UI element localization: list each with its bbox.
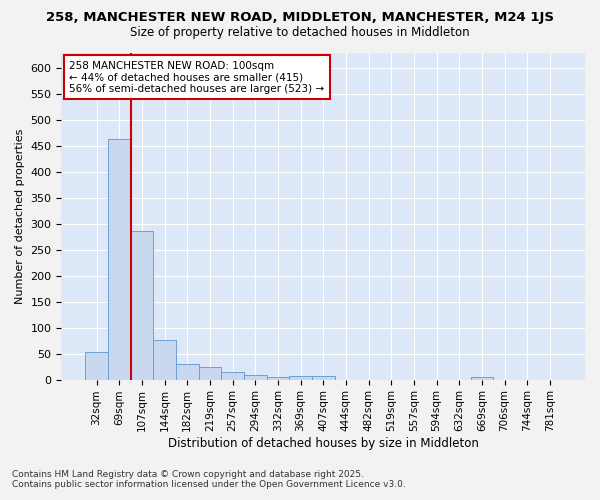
Bar [312, 376, 335, 380]
Text: Contains HM Land Registry data © Crown copyright and database right 2025.
Contai: Contains HM Land Registry data © Crown c… [12, 470, 406, 489]
Y-axis label: Number of detached properties: Number of detached properties [15, 128, 25, 304]
Bar [108, 139, 131, 380]
Bar [244, 375, 266, 380]
Bar [289, 376, 312, 380]
Text: 258 MANCHESTER NEW ROAD: 100sqm
← 44% of detached houses are smaller (415)
56% o: 258 MANCHESTER NEW ROAD: 100sqm ← 44% of… [69, 60, 325, 94]
Bar [221, 372, 244, 380]
X-axis label: Distribution of detached houses by size in Middleton: Distribution of detached houses by size … [168, 437, 479, 450]
Bar [85, 352, 108, 380]
Bar [199, 366, 221, 380]
Bar [131, 230, 153, 380]
Text: 258, MANCHESTER NEW ROAD, MIDDLETON, MANCHESTER, M24 1JS: 258, MANCHESTER NEW ROAD, MIDDLETON, MAN… [46, 11, 554, 24]
Text: Size of property relative to detached houses in Middleton: Size of property relative to detached ho… [130, 26, 470, 39]
Bar [470, 377, 493, 380]
Bar [153, 340, 176, 380]
Bar [176, 364, 199, 380]
Bar [266, 377, 289, 380]
